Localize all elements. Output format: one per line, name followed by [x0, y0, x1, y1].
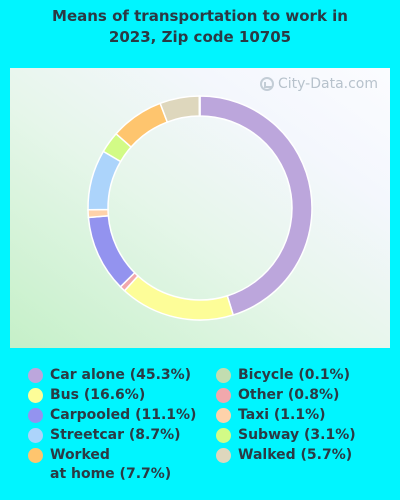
- legend-swatch-worked-at-home: [28, 448, 43, 463]
- legend-item-subway: Subway (3.1%): [216, 426, 356, 445]
- legend-column-left: Car alone (45.3%) Bus (16.6%) Carpooled (1…: [28, 366, 208, 485]
- slice-walked: [159, 95, 201, 123]
- slice-worked-at-home: [115, 102, 169, 149]
- legend-label-subway: Subway (3.1%): [238, 427, 356, 443]
- legend-swatch-car-alone: [28, 368, 43, 383]
- slice-bicycle: [198, 95, 201, 117]
- chart-title-line-1: Means of transportation to work in: [52, 7, 348, 25]
- slice-bus: [123, 274, 235, 321]
- legend-item-bicycle: Bicycle (0.1%): [216, 366, 356, 385]
- legend-column-right: Bicycle (0.1%) Other (0.8%) Taxi (1.1%) Sub…: [216, 366, 356, 485]
- legend-label-worked-at-home: Worked at home (7.7%): [50, 447, 172, 482]
- legend-item-streetcar: Streetcar (8.7%): [28, 426, 208, 445]
- chart-title: Means of transportation to work in 2023,…: [0, 6, 400, 48]
- city-data-logo-icon: [259, 77, 274, 91]
- legend-swatch-other: [216, 388, 231, 403]
- slice-taxi: [87, 208, 110, 219]
- legend-label-taxi: Taxi (1.1%): [238, 407, 326, 423]
- legend-label-streetcar: Streetcar (8.7%): [50, 427, 181, 443]
- legend-item-walked: Walked (5.7%): [216, 446, 356, 465]
- legend-item-other: Other (0.8%): [216, 386, 356, 405]
- legend-item-worked-at-home: Worked at home (7.7%): [28, 446, 208, 484]
- legend-swatch-carpooled: [28, 408, 43, 423]
- legend-label-carpooled: Carpooled (11.1%): [50, 407, 197, 423]
- legend-label-other: Other (0.8%): [238, 387, 340, 403]
- donut-chart: [87, 95, 313, 321]
- legend-label-bus: Bus (16.6%): [50, 387, 146, 403]
- legend-swatch-bicycle: [216, 368, 231, 383]
- legend-swatch-walked: [216, 448, 231, 463]
- legend-item-car-alone: Car alone (45.3%): [28, 366, 208, 385]
- legend-item-carpooled: Carpooled (11.1%): [28, 406, 208, 425]
- legend-swatch-streetcar: [28, 428, 43, 443]
- watermark: City-Data.com: [259, 76, 378, 92]
- slice-car-alone: [199, 95, 313, 316]
- legend-label-walked: Walked (5.7%): [238, 447, 353, 463]
- watermark-text: City-Data.com: [277, 76, 378, 92]
- legend-swatch-bus: [28, 388, 43, 403]
- legend-item-bus: Bus (16.6%): [28, 386, 208, 405]
- chart-title-line-2: 2023, Zip code 10705: [108, 28, 292, 46]
- legend-label-bicycle: Bicycle (0.1%): [238, 367, 350, 383]
- legend-item-taxi: Taxi (1.1%): [216, 406, 356, 425]
- slice-streetcar: [87, 150, 122, 211]
- legend: Car alone (45.3%) Bus (16.6%) Carpooled (1…: [28, 366, 400, 485]
- legend-swatch-taxi: [216, 408, 231, 423]
- legend-label-car-alone: Car alone (45.3%): [50, 367, 192, 383]
- slice-carpooled: [87, 214, 136, 288]
- chart-panel: City-Data.com: [10, 68, 390, 348]
- legend-swatch-subway: [216, 428, 231, 443]
